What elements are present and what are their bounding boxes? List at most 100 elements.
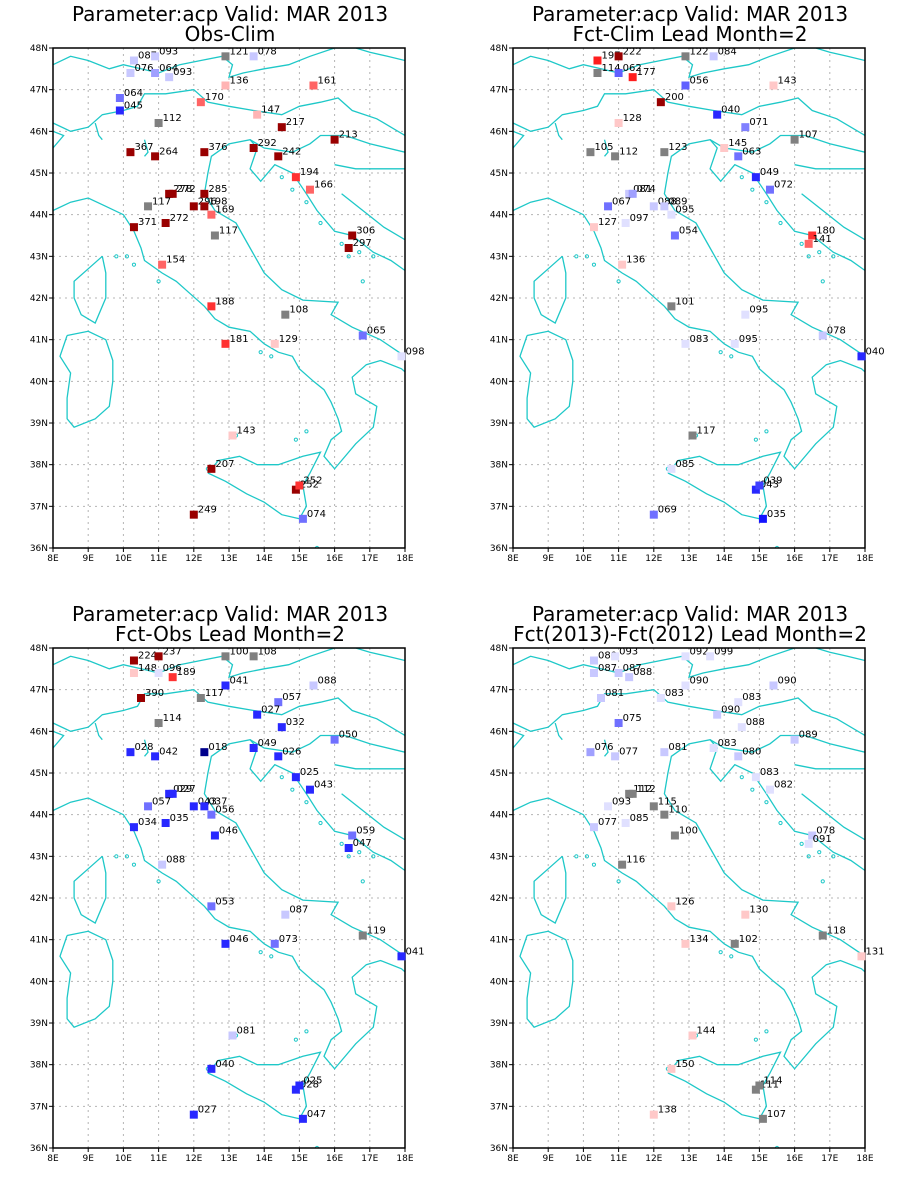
- lon-tick-label: 9E: [542, 554, 554, 564]
- island: [357, 250, 362, 255]
- island: [114, 854, 119, 859]
- station-label: 217: [286, 117, 305, 128]
- station-marker: [274, 752, 283, 761]
- station-label: 028: [300, 1080, 319, 1091]
- station-label: 095: [675, 205, 694, 216]
- lon-tick-label: 13E: [680, 1154, 697, 1164]
- lon-tick-label: 11E: [610, 554, 627, 564]
- station-label: 112: [619, 146, 638, 157]
- station-marker: [168, 673, 177, 682]
- station-marker: [115, 106, 124, 115]
- lat-tick-label: 41N: [490, 936, 508, 946]
- station-label: 252: [300, 480, 319, 491]
- station-label: 102: [739, 934, 758, 945]
- station-marker: [660, 202, 669, 211]
- station-label: 197: [601, 51, 620, 62]
- island: [114, 254, 119, 259]
- station-label: 105: [594, 142, 613, 153]
- station-label: 025: [303, 1076, 322, 1087]
- station-label: 121: [229, 46, 248, 57]
- coastline: [794, 764, 865, 770]
- lon-tick-label: 17E: [821, 1154, 838, 1164]
- station-marker: [614, 719, 623, 727]
- coastline: [554, 722, 563, 741]
- island: [591, 262, 597, 267]
- station-label: 027: [177, 784, 196, 795]
- station-marker: [249, 144, 258, 152]
- lon-tick-label: 17E: [821, 554, 838, 564]
- station-label: 056: [689, 76, 708, 87]
- station-marker: [281, 910, 290, 919]
- station-label: 046: [229, 934, 248, 945]
- coastline-layer: [53, 48, 405, 548]
- station-marker: [589, 669, 598, 677]
- station-marker: [305, 185, 314, 194]
- station-marker: [758, 514, 767, 523]
- lon-tick-label: 16E: [326, 554, 343, 564]
- station-label: 040: [721, 105, 740, 116]
- lat-tick-label: 44N: [30, 211, 48, 221]
- station-label: 089: [799, 730, 818, 741]
- station-marker: [158, 260, 167, 269]
- station-marker: [165, 73, 174, 82]
- station-label: 042: [159, 746, 178, 757]
- lat-tick-label: 47N: [30, 686, 48, 696]
- station-label: 376: [208, 142, 227, 153]
- station-label: 096: [163, 663, 182, 674]
- station-marker: [681, 339, 690, 348]
- station-marker: [274, 152, 283, 161]
- lon-tick-label: 13E: [220, 554, 237, 564]
- station-label: 119: [367, 926, 386, 937]
- station-marker: [681, 681, 690, 690]
- station-label: 088: [317, 676, 336, 687]
- coastline: [143, 739, 149, 757]
- station-label: 170: [205, 92, 224, 103]
- station-label: 039: [763, 476, 782, 487]
- station-marker: [649, 510, 658, 519]
- station-marker: [751, 773, 760, 782]
- station-marker: [221, 652, 230, 661]
- station-label: 062: [623, 63, 642, 74]
- coastline: [667, 451, 782, 520]
- station-label: 108: [289, 305, 308, 316]
- station-marker: [154, 119, 163, 127]
- island: [750, 787, 755, 792]
- lon-tick-label: 12E: [185, 554, 202, 564]
- station-label: 091: [813, 834, 832, 845]
- station-marker: [207, 464, 216, 473]
- station-marker: [818, 931, 827, 940]
- station-label: 143: [777, 76, 796, 87]
- station-marker: [621, 819, 630, 827]
- station-label: 093: [173, 67, 192, 78]
- lat-tick-label: 38N: [30, 1061, 48, 1071]
- station-label: 118: [827, 926, 846, 937]
- island: [764, 1029, 769, 1034]
- station-label: 111: [760, 1080, 779, 1091]
- station-marker: [628, 189, 637, 198]
- station-map: 8E 9E 10E 11E 12E 13E 14E 15E 16E 17E 18E 36N 37N 38N…: [30, 644, 425, 1164]
- lon-tick-label: 10E: [575, 1154, 592, 1164]
- lat-tick-label: 44N: [490, 211, 508, 221]
- coastline: [533, 255, 567, 324]
- island: [820, 879, 825, 884]
- station-label: 027: [261, 705, 280, 716]
- station-label: 082: [774, 780, 793, 791]
- island: [156, 879, 161, 884]
- lon-tick-label: 12E: [645, 1154, 662, 1164]
- station-marker: [144, 202, 153, 211]
- lat-tick-label: 40N: [490, 377, 508, 387]
- station-label: 053: [215, 896, 234, 907]
- station-marker: [397, 352, 406, 361]
- station-marker: [628, 789, 637, 798]
- station-marker: [344, 244, 353, 252]
- station-label: 087: [138, 51, 157, 62]
- station-label: 207: [215, 459, 234, 470]
- station-marker: [709, 52, 718, 61]
- station-marker: [618, 860, 627, 869]
- station-label: 087: [598, 663, 617, 674]
- island: [764, 800, 769, 805]
- station-marker: [741, 310, 750, 319]
- station-marker: [808, 231, 817, 240]
- station-label: 371: [138, 217, 157, 228]
- lon-tick-label: 16E: [786, 554, 803, 564]
